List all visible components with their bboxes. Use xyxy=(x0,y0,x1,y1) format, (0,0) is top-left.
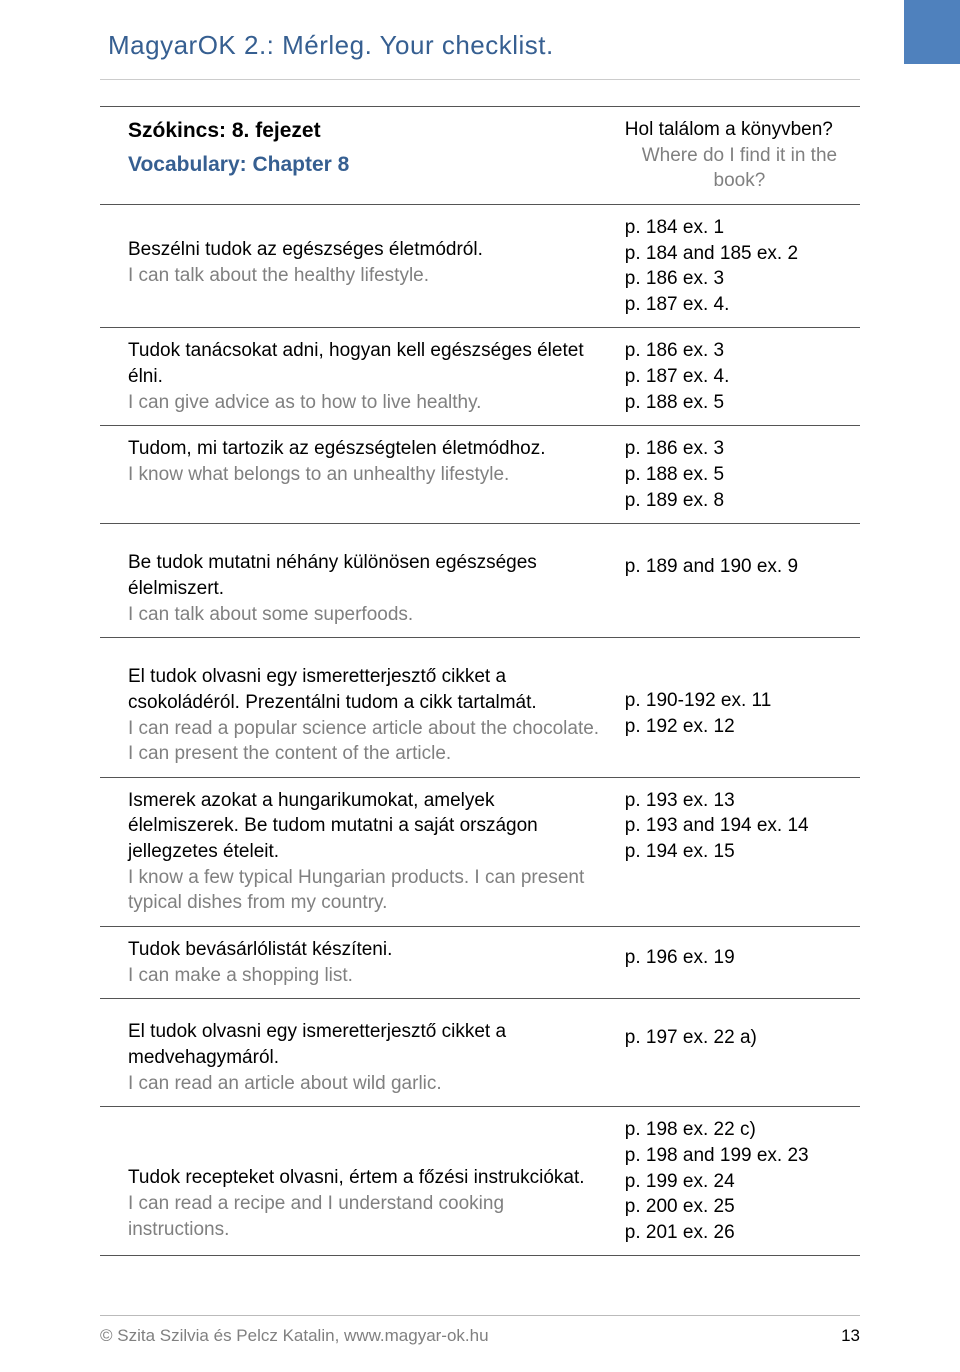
ref-line: p. 189 and 190 ex. 9 xyxy=(625,554,854,580)
skill-en: I can read an article about wild garlic. xyxy=(128,1071,605,1097)
ref-line: p. 193 ex. 13 xyxy=(625,788,854,814)
table-row: Be tudok mutatni néhány különösen egészs… xyxy=(100,524,860,638)
skill-hu: Tudok bevásárlólistát készíteni. xyxy=(128,937,605,963)
ref-line: p. 193 and 194 ex. 14 xyxy=(625,813,854,839)
where-find-hu: Hol találom a könyvben? xyxy=(625,117,854,143)
corner-accent xyxy=(904,0,960,64)
skill-en: I can read a popular science article abo… xyxy=(128,716,605,767)
ref-line: p. 186 ex. 3 xyxy=(625,266,854,292)
skill-hu: Tudok tanácsokat adni, hogyan kell egész… xyxy=(128,338,605,389)
skill-hu: Ismerek azokat a hungarikumokat, amelyek… xyxy=(128,788,605,865)
ref-line: p. 194 ex. 15 xyxy=(625,839,854,865)
chapter-title-en: Vocabulary: Chapter 8 xyxy=(128,151,605,179)
table-row: Beszélni tudok az egészséges életmódról.… xyxy=(100,204,860,328)
ref-line: p. 199 ex. 24 xyxy=(625,1169,854,1195)
page-body: MagyarOK 2.: Mérleg. Your checklist. Szó… xyxy=(0,0,960,1276)
document-title: MagyarOK 2.: Mérleg. Your checklist. xyxy=(100,24,860,80)
chapter-title-hu: Szókincs: 8. fejezet xyxy=(128,117,605,145)
ref-line: p. 188 ex. 5 xyxy=(625,462,854,488)
ref-line: p. 188 ex. 5 xyxy=(625,390,854,416)
skill-en: I can give advice as to how to live heal… xyxy=(128,390,605,416)
skill-hu: Be tudok mutatni néhány különösen egészs… xyxy=(128,550,605,601)
ref-line: p. 184 ex. 1 xyxy=(625,215,854,241)
skill-en: I know a few typical Hungarian products.… xyxy=(128,865,605,916)
ref-line: p. 201 ex. 26 xyxy=(625,1220,854,1246)
ref-line: p. 198 and 199 ex. 23 xyxy=(625,1143,854,1169)
ref-line: p. 198 ex. 22 c) xyxy=(625,1117,854,1143)
checklist-table: Szókincs: 8. fejezet Vocabulary: Chapter… xyxy=(100,106,860,1276)
ref-line: p. 186 ex. 3 xyxy=(625,436,854,462)
footer-credit: © Szita Szilvia és Pelcz Katalin, www.ma… xyxy=(100,1326,489,1346)
table-row: El tudok olvasni egy ismeretterjesztő ci… xyxy=(100,638,860,778)
skill-en: I know what belongs to an unhealthy life… xyxy=(128,462,605,488)
table-row: Tudok bevásárlólistát készíteni. I can m… xyxy=(100,927,860,999)
table-row: Tudom, mi tartozik az egészségtelen élet… xyxy=(100,426,860,524)
skill-hu: El tudok olvasni egy ismeretterjesztő ci… xyxy=(128,1019,605,1070)
footer: © Szita Szilvia és Pelcz Katalin, www.ma… xyxy=(100,1315,860,1346)
skill-hu: El tudok olvasni egy ismeretterjesztő ci… xyxy=(128,664,605,715)
ref-line: p. 200 ex. 25 xyxy=(625,1194,854,1220)
ref-line: p. 187 ex. 4. xyxy=(625,292,854,318)
skill-hu: Tudom, mi tartozik az egészségtelen élet… xyxy=(128,436,605,462)
skill-en: I can read a recipe and I understand coo… xyxy=(128,1191,605,1242)
skill-en: I can make a shopping list. xyxy=(128,963,605,989)
ref-line: p. 192 ex. 12 xyxy=(625,714,854,740)
ref-line: p. 197 ex. 22 a) xyxy=(625,1025,854,1051)
ref-line: p. 184 and 185 ex. 2 xyxy=(625,241,854,267)
ref-line: p. 190-192 ex. 11 xyxy=(625,688,854,714)
table-row: Tudok recepteket olvasni, értem a főzési… xyxy=(100,1107,860,1256)
skill-en: I can talk about some superfoods. xyxy=(128,602,605,628)
ref-line: p. 187 ex. 4. xyxy=(625,364,854,390)
where-find-en: Where do I find it in the book? xyxy=(625,143,854,194)
skill-hu: Tudok recepteket olvasni, értem a főzési… xyxy=(128,1165,605,1191)
table-row: Ismerek azokat a hungarikumokat, amelyek… xyxy=(100,777,860,926)
ref-line: p. 196 ex. 19 xyxy=(625,945,854,971)
table-end-rule xyxy=(100,1256,860,1277)
header-row: Szókincs: 8. fejezet Vocabulary: Chapter… xyxy=(100,107,860,205)
table-row: El tudok olvasni egy ismeretterjesztő ci… xyxy=(100,999,860,1107)
ref-line: p. 186 ex. 3 xyxy=(625,338,854,364)
page-number: 13 xyxy=(841,1326,860,1346)
ref-line: p. 189 ex. 8 xyxy=(625,488,854,514)
skill-hu: Beszélni tudok az egészséges életmódról. xyxy=(128,237,605,263)
skill-en: I can talk about the healthy lifestyle. xyxy=(128,263,605,289)
table-row: Tudok tanácsokat adni, hogyan kell egész… xyxy=(100,328,860,426)
